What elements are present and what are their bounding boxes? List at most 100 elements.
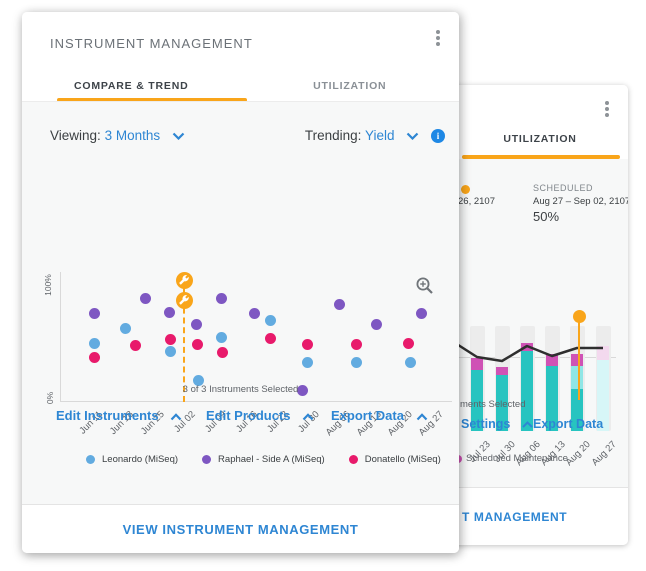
scheduled-label: SCHEDULED [533,183,594,193]
viewing-value[interactable]: 3 Months [104,128,161,143]
selected-bar-marker-dot[interactable] [572,309,586,323]
edit-products-label: Edit Products [206,408,291,423]
utilization-bar-segment[interactable] [545,354,559,366]
utilization-bar-segment[interactable] [470,370,484,431]
scatter-point[interactable] [88,307,100,319]
scatter-point[interactable] [119,323,131,335]
y-axis-label-100: 100% [42,274,53,296]
scatter-point[interactable] [264,314,276,326]
chevron-down-icon[interactable] [406,132,419,141]
tab-utilization[interactable]: UTILIZATION [313,80,387,92]
kebab-menu-icon[interactable] [429,28,447,54]
scatter-point[interactable] [264,332,276,344]
legend-dot-blue-icon [86,455,95,464]
maintenance-wrench-icon[interactable] [175,291,193,309]
legend-label: Donatello (MiSeq) [364,454,441,465]
kebab-menu-icon[interactable] [598,99,616,125]
scatter-point[interactable] [215,293,227,305]
chevron-down-icon[interactable] [172,132,185,141]
export-data-button[interactable]: Export Data [533,417,604,431]
scatter-point[interactable] [88,337,100,349]
scheduled-percentage: 50% [533,209,560,224]
legend-label: Leonardo (MiSeq) [102,454,179,465]
trending-label: Trending: [304,128,362,143]
export-data-button[interactable]: Export Data [331,408,428,423]
scatter-point[interactable] [191,338,203,350]
utilization-bar-segment[interactable] [495,375,509,431]
utilization-bar-segment[interactable] [520,342,534,352]
yield-scatter-chart: 100% 0% Jun 11 Jun 18 Jun 25 Jul 02 Jul 09 Ju… [43,271,452,438]
trending-control[interactable]: Trending: Yield i [304,128,445,144]
scatter-point[interactable] [333,299,345,311]
scatter-point[interactable] [248,307,260,319]
scheduled-maintenance-legend-label: Scheduled Maintenance [466,453,568,464]
legend-item-raphael: Raphael - Side A (MiSeq) [202,454,325,465]
scatter-point[interactable] [350,356,362,368]
chart-legend: Leonardo (MiSeq) Raphael - Side A (MiSeq… [86,454,441,465]
legend-dot-magenta-icon [348,455,358,464]
utilization-bar-segment[interactable] [596,345,610,360]
legend-dot-purple-icon [202,455,212,464]
scatter-point[interactable] [301,338,313,350]
scatter-point[interactable] [129,340,141,352]
instrument-management-card: INSTRUMENT MANAGEMENT COMPARE & TREND UT… [22,12,459,553]
utilization-bar-segment[interactable] [596,359,610,431]
utilization-bar-chart: Jul 23 Jul 30 Aug 06 Aug 13 Aug 20 Aug 27 [342,159,628,487]
chevron-up-icon [302,412,314,420]
scatter-point[interactable] [370,318,382,330]
view-instrument-management-link[interactable]: VIEW INSTRUMENT MANAGEMENT [122,522,359,537]
card-header: INSTRUMENT MANAGEMENT [22,12,459,72]
scatter-point[interactable] [215,331,227,343]
tab-utilization[interactable]: UTILIZATION [503,133,577,145]
scatter-point[interactable] [301,356,313,368]
utilization-bar-segment[interactable] [520,351,534,431]
scatter-point[interactable] [404,356,416,368]
info-icon[interactable]: i [431,129,445,144]
tab-compare-and-trend[interactable]: COMPARE & TREND [74,80,189,92]
utilization-bar-segment[interactable] [470,357,484,371]
trending-value[interactable]: Yield [364,128,395,143]
front-card-footer: VIEW INSTRUMENT MANAGEMENT [22,504,459,553]
chevron-up-icon [416,412,427,420]
scatter-point[interactable] [163,306,175,318]
active-tab-underline [57,98,247,102]
chevron-up-icon [522,421,533,428]
scatter-point[interactable] [402,337,414,349]
selected-week-date-fragment: 26, 2107 [458,196,495,207]
zoom-in-icon[interactable] [415,276,434,295]
scatter-point[interactable] [190,318,202,330]
scheduled-date-range: Aug 27 – Sep 02, 2107 [533,196,628,207]
edit-instruments-button[interactable]: Edit Instruments [56,408,182,423]
active-tab-underline [462,155,620,159]
scatter-point[interactable] [296,384,308,396]
edit-instruments-label: Edit Instruments [56,408,159,423]
instruments-selected-status: 3 of 3 Instruments Selected [182,384,299,395]
scatter-point[interactable] [350,338,362,350]
chart-controls: Viewing: 3 Months Trending: Yield i [22,128,459,152]
utilization-bar-segment[interactable] [495,366,509,376]
viewing-label: Viewing: [50,128,101,143]
scatter-point[interactable] [192,374,204,386]
legend-item-leonardo: Leonardo (MiSeq) [86,454,178,465]
viewing-control[interactable]: Viewing: 3 Months [50,128,185,143]
actions-row: Edit Instruments Edit Products Export Da… [22,408,459,430]
scatter-point[interactable] [88,352,100,364]
scatter-point[interactable] [415,307,427,319]
edit-products-button[interactable]: Edit Products [206,408,314,423]
scatter-point[interactable] [164,334,176,346]
selected-bar-marker-line [577,316,581,400]
legend-item-donatello: Donatello (MiSeq) [348,454,441,465]
maintenance-marker-line [183,288,185,402]
utilization-bar-segment[interactable] [545,365,559,431]
divider [22,101,459,102]
view-instrument-management-link-fragment[interactable]: T MANAGEMENT [462,510,568,524]
card-title: INSTRUMENT MANAGEMENT [50,36,253,51]
compare-trend-content: Viewing: 3 Months Trending: Yield i 100%… [22,102,459,504]
chevron-up-icon [170,412,182,420]
scatter-point[interactable] [139,293,151,305]
instruments-selected-fragment: ments Selected [460,399,526,410]
scatter-point[interactable] [164,346,176,358]
scatter-point[interactable] [216,347,228,359]
settings-button[interactable]: Settings [461,417,533,431]
maintenance-wrench-icon[interactable] [175,271,193,289]
